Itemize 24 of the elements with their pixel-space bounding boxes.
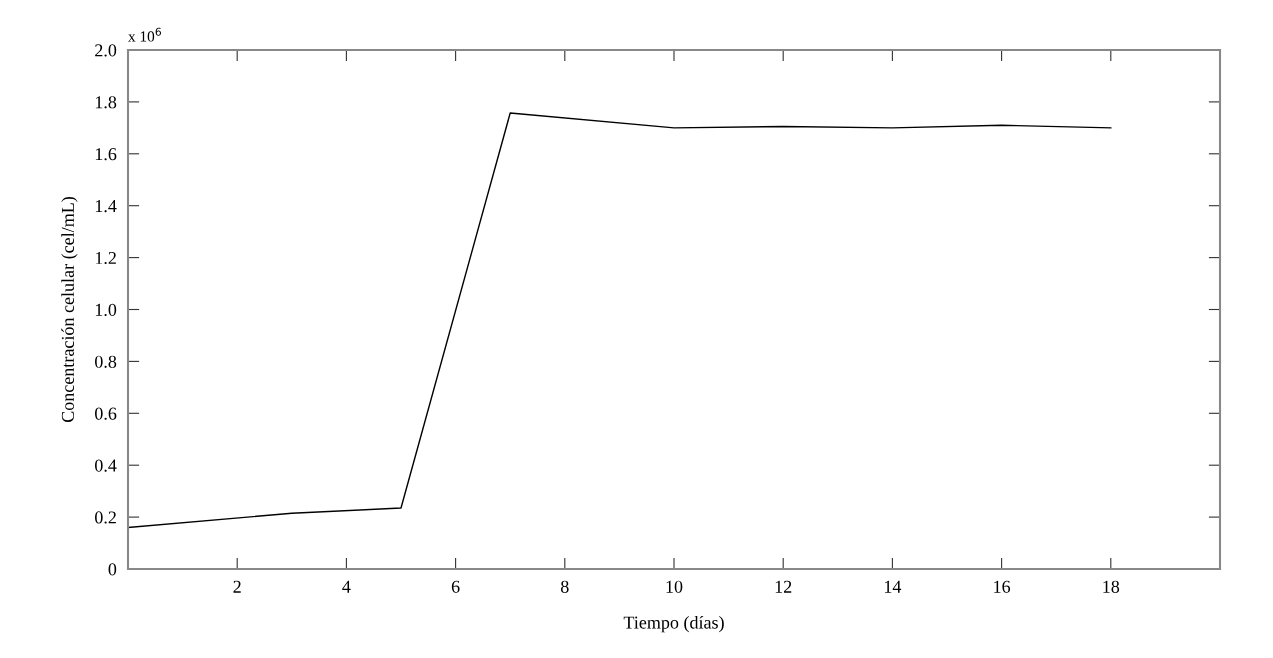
y-tick-label: 2.0 bbox=[95, 44, 117, 57]
y-tick-label: 0.6 bbox=[95, 407, 117, 420]
text: x 10$^{6}$ bbox=[128, 27, 162, 42]
x-tick-label: 16 bbox=[994, 580, 1011, 593]
x-tick-label: 6 bbox=[451, 580, 460, 593]
y-tick-label: 0.4 bbox=[95, 459, 117, 472]
x-tick-label: 12 bbox=[775, 580, 792, 593]
y-axis-title: Concentración celular (cel/mL) bbox=[61, 197, 78, 423]
y-tick-label: 1.0 bbox=[95, 303, 117, 317]
y-tick-label: 0 bbox=[108, 563, 117, 576]
y-tick-label: 1.8 bbox=[95, 96, 117, 109]
x-tick-label: 8 bbox=[560, 580, 569, 593]
y-tick-label: 0.8 bbox=[95, 355, 117, 368]
y-tick-label: 1.2 bbox=[95, 251, 116, 265]
x-tick-label: 18 bbox=[1103, 580, 1120, 593]
y-tick-label: 1.4 bbox=[95, 200, 117, 213]
x-tick-label: 14 bbox=[884, 580, 902, 593]
x-tick-label: 10 bbox=[666, 580, 683, 593]
line-series bbox=[128, 112, 1112, 529]
x-axis-title: Tiempo (días) bbox=[623, 615, 724, 633]
y-tick-label: 0.2 bbox=[95, 511, 116, 524]
y-tick-label: 1.6 bbox=[95, 148, 117, 161]
x-tick-label: 2 bbox=[233, 580, 241, 593]
x-tick-label: 4 bbox=[342, 580, 351, 593]
